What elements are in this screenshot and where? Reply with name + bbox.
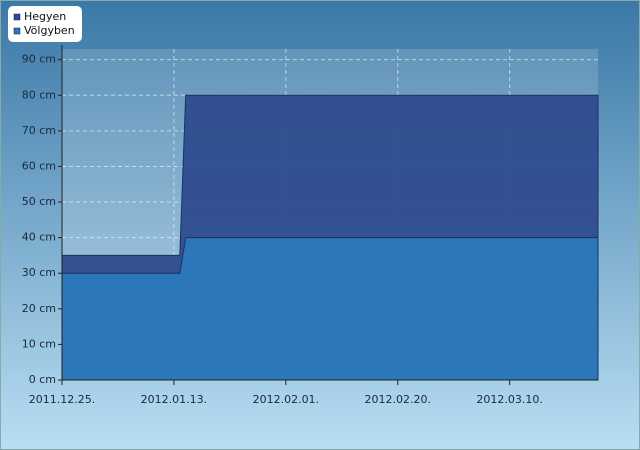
- y-tick-label: 90 cm: [22, 53, 56, 66]
- y-tick-label: 80 cm: [22, 88, 56, 101]
- legend-marker: [13, 27, 21, 35]
- legend-box: [8, 6, 82, 42]
- legend-label: Hegyen: [24, 10, 66, 23]
- x-tick-label: 2012.02.01.: [253, 393, 319, 406]
- x-tick-label: 2012.03.10.: [476, 393, 542, 406]
- y-tick-label: 40 cm: [22, 231, 56, 244]
- y-tick-label: 50 cm: [22, 195, 56, 208]
- y-tick-label: 10 cm: [22, 337, 56, 350]
- y-tick-label: 70 cm: [22, 124, 56, 137]
- y-tick-label: 0 cm: [29, 373, 56, 386]
- legend-marker: [13, 13, 21, 21]
- y-tick-label: 30 cm: [22, 266, 56, 279]
- y-tick-label: 60 cm: [22, 159, 56, 172]
- x-tick-label: 2011.12.25.: [29, 393, 95, 406]
- legend-label: Völgyben: [24, 24, 75, 37]
- y-tick-label: 20 cm: [22, 302, 56, 315]
- x-tick-label: 2012.01.13.: [141, 393, 207, 406]
- x-tick-label: 2012.02.20.: [364, 393, 430, 406]
